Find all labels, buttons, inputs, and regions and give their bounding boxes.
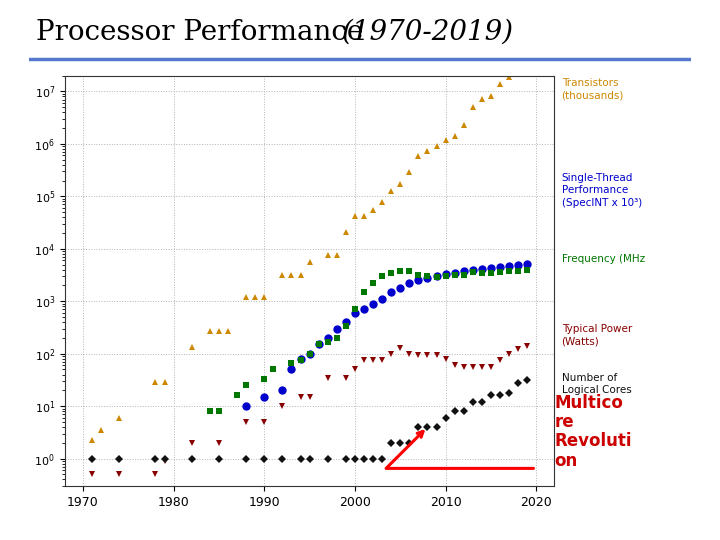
Text: Single-Thread
Performance
(SpecINT x 10³): Single-Thread Performance (SpecINT x 10³… bbox=[562, 173, 642, 207]
Text: Number of
Logical Cores: Number of Logical Cores bbox=[562, 373, 631, 395]
Text: (1970-2019): (1970-2019) bbox=[342, 19, 514, 46]
Text: Frequency (MHz: Frequency (MHz bbox=[562, 254, 644, 264]
Text: Processor Performance: Processor Performance bbox=[36, 19, 372, 46]
Text: Multico
re
Revoluti
on: Multico re Revoluti on bbox=[554, 394, 632, 470]
Text: Transistors
(thousands): Transistors (thousands) bbox=[562, 78, 624, 100]
Text: Typical Power
(Watts): Typical Power (Watts) bbox=[562, 324, 632, 346]
